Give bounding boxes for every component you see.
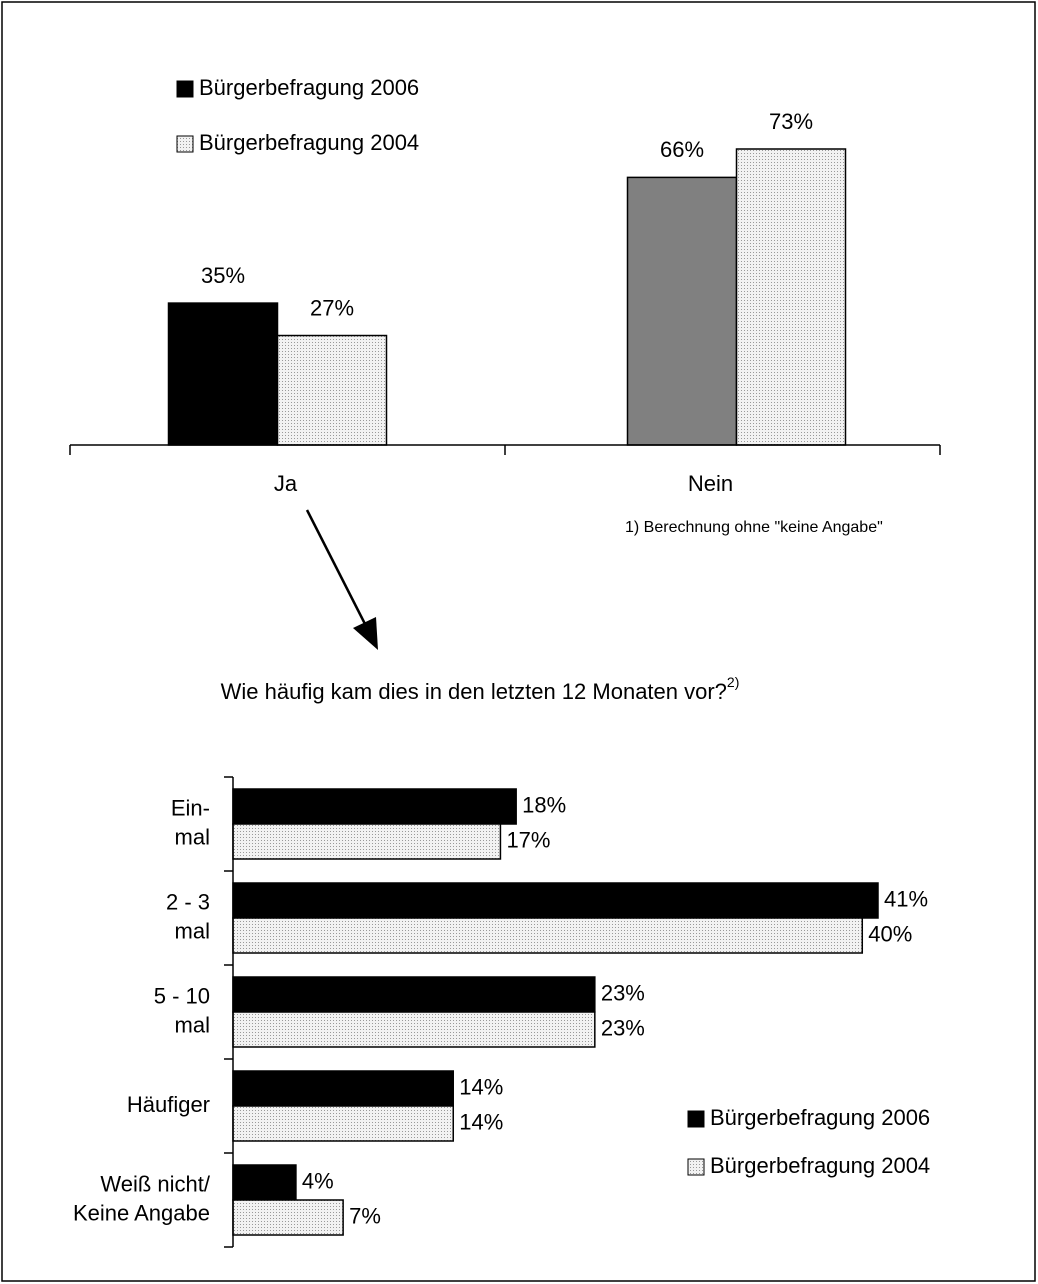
bar — [626, 176, 738, 446]
y-tick-label: Häufiger — [127, 1092, 210, 1117]
y-tick-label-line: mal — [175, 1012, 210, 1037]
bar — [232, 882, 879, 919]
bar — [167, 302, 279, 446]
data-label: 23% — [601, 980, 645, 1005]
y-tick-label-line: mal — [175, 824, 210, 849]
data-label: 40% — [868, 921, 912, 946]
data-label: 18% — [522, 792, 566, 817]
title-note: 2) — [727, 674, 739, 690]
x-tick-label: Nein — [688, 471, 733, 496]
arrow-head — [353, 617, 378, 650]
bar — [232, 823, 502, 860]
y-tick-label-line: mal — [175, 918, 210, 943]
y-tick-label-line: Weiß nicht/ — [100, 1171, 211, 1196]
legend-label: Bürgerbefragung 2006 — [710, 1105, 930, 1130]
legend-swatch — [176, 80, 194, 98]
legend-swatch — [687, 1110, 705, 1128]
legend-label: Bürgerbefragung 2004 — [199, 130, 419, 155]
legend-label: Bürgerbefragung 2004 — [710, 1153, 930, 1178]
bar — [232, 1105, 454, 1142]
bar — [276, 334, 388, 446]
chart-title: Wie häufig kam dies in den letzten 12 Mo… — [221, 674, 740, 704]
y-tick-label: 2 - 3 mal — [166, 889, 210, 943]
bar — [232, 1070, 454, 1107]
bar — [232, 976, 596, 1013]
data-label: 23% — [601, 1015, 645, 1040]
bar — [232, 1199, 344, 1236]
y-tick-label-line: Ein- — [171, 795, 210, 820]
data-label: 41% — [884, 886, 928, 911]
legend-swatch — [687, 1158, 705, 1176]
title-text: Wie häufig kam dies in den letzten 12 Mo… — [221, 679, 727, 704]
y-tick-label: Weiß nicht/Keine Angabe — [73, 1171, 211, 1225]
data-label: 73% — [769, 109, 813, 134]
x-tick-label: Ja — [274, 471, 298, 496]
data-label: 4% — [302, 1168, 334, 1193]
bar — [232, 1011, 596, 1048]
y-tick-label: Ein-mal — [171, 795, 210, 849]
data-label: 35% — [201, 263, 245, 288]
arrow-line — [305, 509, 367, 625]
legend-swatch — [176, 135, 194, 153]
data-label: 14% — [459, 1109, 503, 1134]
data-label: 17% — [506, 827, 550, 852]
y-tick-label: 5 - 10 mal — [154, 983, 210, 1037]
legend-label: Bürgerbefragung 2006 — [199, 75, 419, 100]
data-label: 66% — [660, 137, 704, 162]
y-tick-label-line: 2 - 3 — [166, 889, 210, 914]
data-label: 14% — [459, 1074, 503, 1099]
data-label: 27% — [310, 295, 354, 320]
bar — [232, 917, 864, 954]
bar — [735, 148, 847, 446]
bar — [232, 788, 517, 825]
footnote: 1) Berechnung ohne "keine Angabe" — [625, 519, 883, 536]
y-tick-label-line: 5 - 10 — [154, 983, 210, 1008]
bar — [232, 1164, 297, 1201]
y-tick-label-line: Häufiger — [127, 1092, 210, 1117]
y-tick-label-line: Keine Angabe — [73, 1200, 210, 1225]
data-label: 7% — [349, 1203, 381, 1228]
